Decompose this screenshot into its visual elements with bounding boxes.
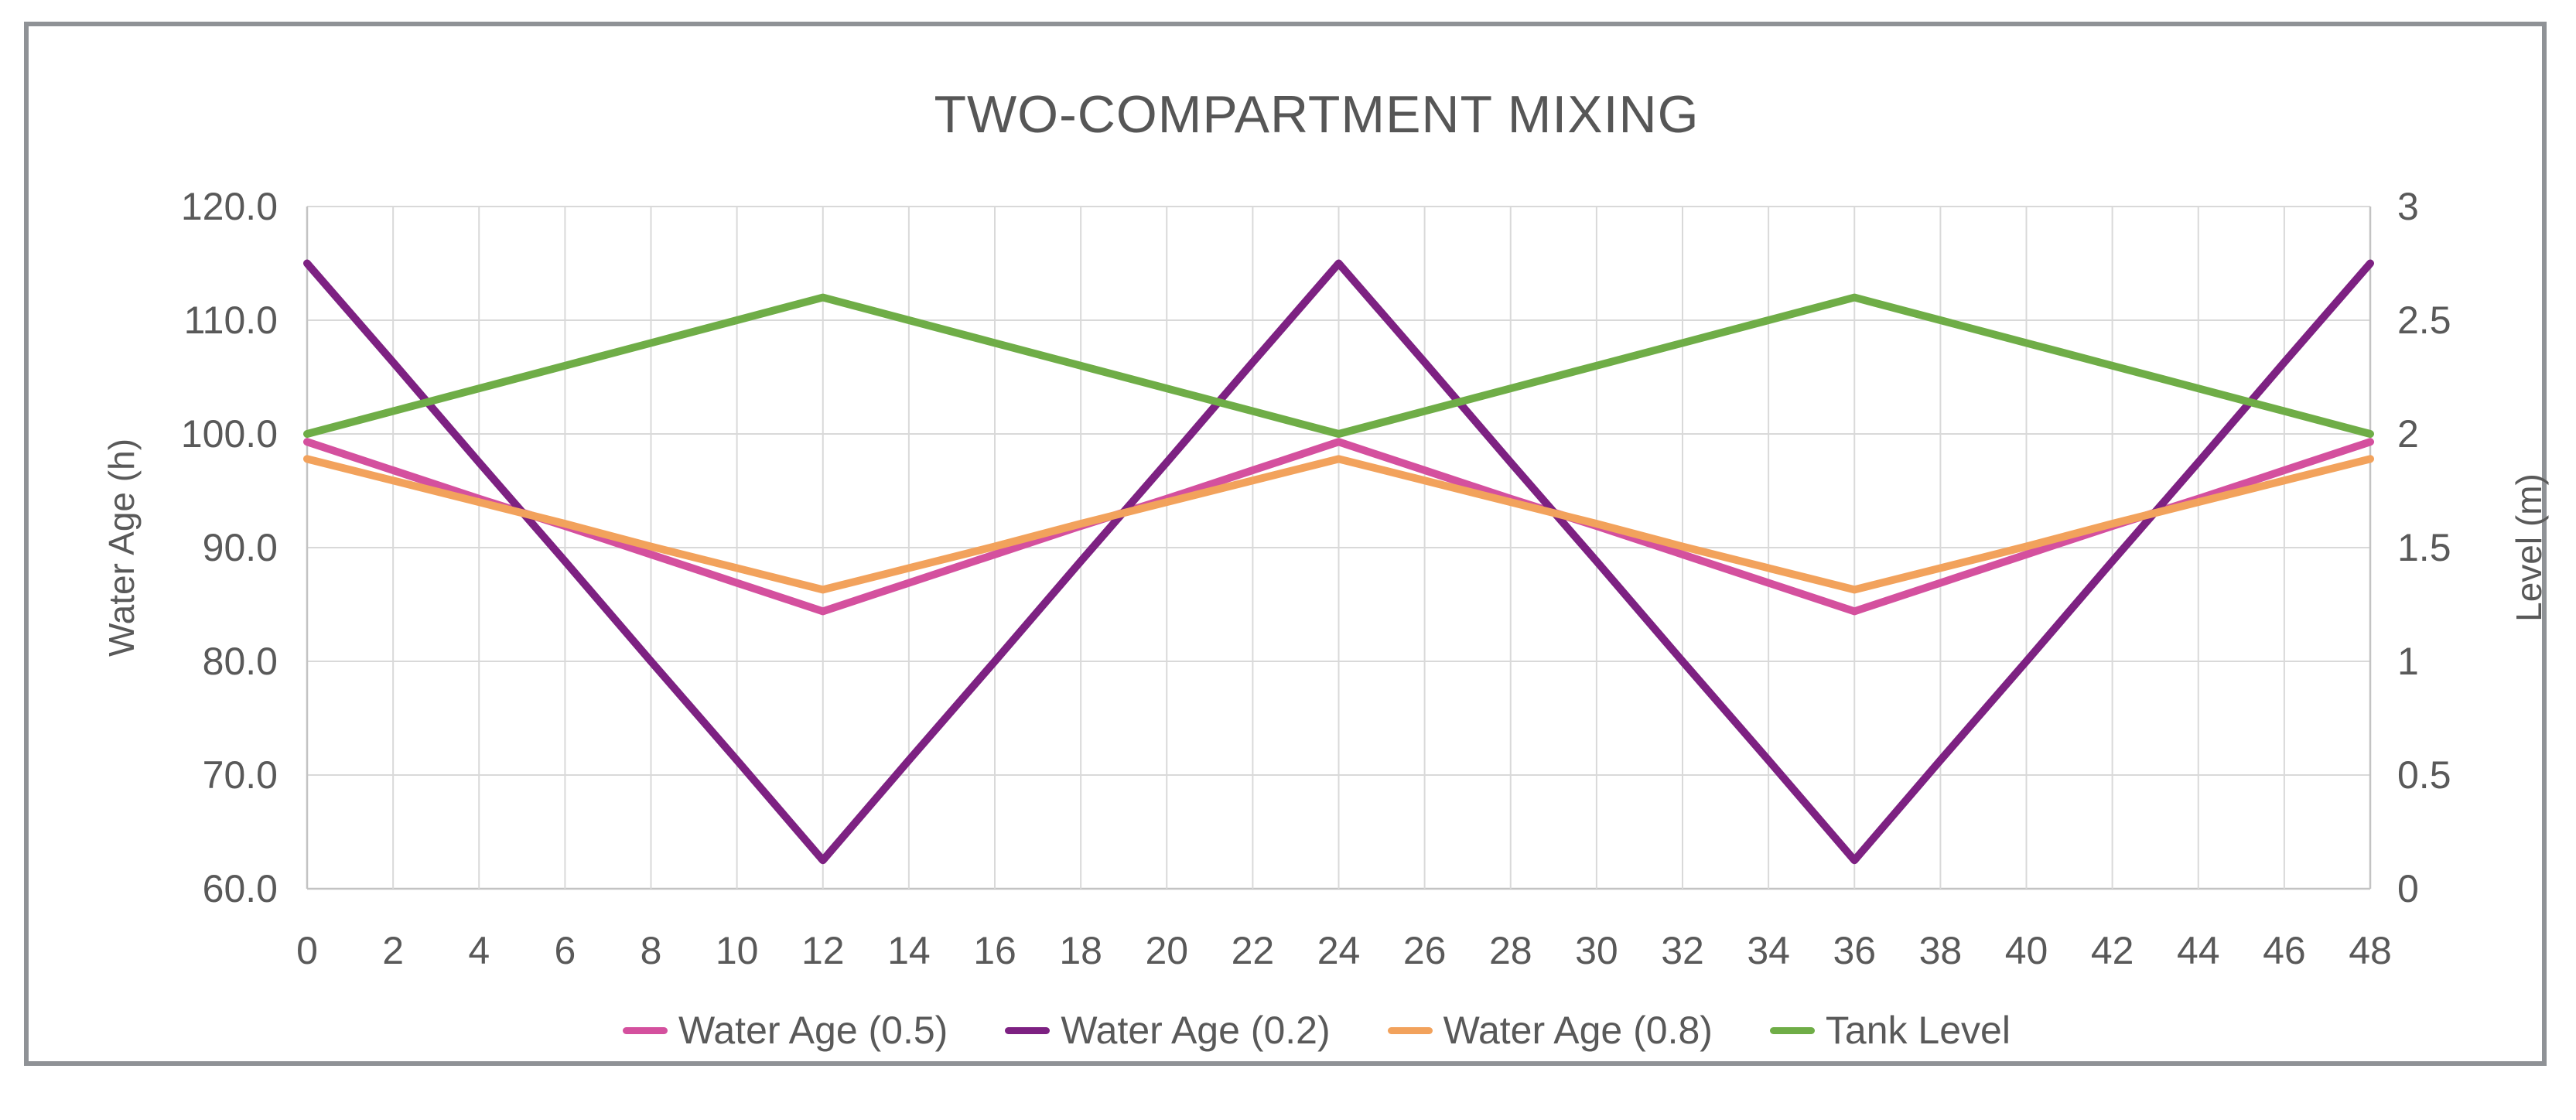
left-axis-tick-label: 110.0 (184, 299, 278, 342)
x-axis-tick-label: 6 (554, 929, 576, 972)
series-line-water-age-0-5[interactable] (303, 438, 2374, 616)
x-axis-tick-label: 10 (716, 929, 759, 972)
right-axis-title: Level (m) (2509, 473, 2549, 622)
legend-item-water-age-0-5[interactable]: Water Age (0.5) (623, 1011, 948, 1050)
x-axis-tick-label: 30 (1575, 929, 1618, 972)
legend-label: Water Age (0.8) (1443, 1009, 1713, 1052)
x-axis-tick-label: 12 (801, 929, 845, 972)
chart-screenshot: { "chart_data": { "type": "line", "title… (24, 22, 2549, 1066)
x-axis-tick-label: 26 (1403, 929, 1447, 972)
x-axis-tick-label: 40 (2005, 929, 2048, 972)
left-axis-tick-label: 80.0 (203, 640, 278, 683)
right-axis-tick-label: 3 (2397, 185, 2419, 228)
x-axis-tick-label: 2 (382, 929, 404, 972)
x-axis-tick-label: 16 (973, 929, 1016, 972)
x-axis-tick-label: 42 (2091, 929, 2134, 972)
x-axis-tick-label: 14 (887, 929, 931, 972)
legend-label: Water Age (0.2) (1061, 1009, 1331, 1052)
x-axis-tick-label: 0 (296, 929, 318, 972)
x-axis-tick-label: 44 (2177, 929, 2220, 972)
left-axis-tick-label: 120.0 (181, 185, 278, 228)
x-axis-tick-label: 28 (1489, 929, 1532, 972)
legend-item-water-age-0-2[interactable]: Water Age (0.2) (1005, 1009, 1331, 1052)
left-axis-tick-label: 60.0 (203, 867, 278, 910)
legend-item-water-age-0-8[interactable]: Water Age (0.8) (1387, 1009, 1713, 1052)
left-axis-tick-label: 100.0 (181, 412, 278, 456)
x-axis-tick-label: 34 (1747, 929, 1790, 972)
chart-frame: TWO-COMPARTMENT MIXING 60.0 70.0 80.0 90.0 1… (24, 22, 2549, 1066)
x-axis-tick-label: 36 (1833, 929, 1876, 972)
chart-title: TWO-COMPARTMENT MIXING (934, 85, 1700, 144)
x-axis-tick-label: 24 (1317, 929, 1361, 972)
left-axis-title: Water Age (h) (101, 438, 142, 657)
legend-label: Water Age (0.5) (678, 1009, 948, 1052)
legend-item-tank-level[interactable]: Tank Level (1769, 1009, 2011, 1052)
legend: Water Age (0.5) Water Age (0.2) Water Age … (29, 1004, 2576, 1057)
x-axis-tick-label: 22 (1232, 929, 1275, 972)
x-axis-tick-label: 46 (2263, 929, 2306, 972)
series-line-water-age-0-8[interactable] (303, 455, 2374, 594)
legend-swatch-icon (1387, 1026, 1433, 1034)
x-axis-tick-label: 48 (2349, 929, 2392, 972)
legend-swatch-icon (623, 1026, 668, 1034)
series-line-water-age-0-2[interactable] (303, 259, 2374, 865)
x-axis-tick-label: 4 (468, 929, 490, 972)
x-axis-tick-label: 8 (641, 929, 662, 972)
legend-label: Tank Level (1825, 1009, 2011, 1052)
left-axis-tick-label: 70.0 (203, 753, 278, 797)
left-axis-tick-label: 90.0 (203, 526, 278, 569)
legend-swatch-icon (1005, 1026, 1051, 1034)
right-axis-tick-label: 0 (2397, 867, 2419, 910)
x-axis-tick-label: 20 (1145, 929, 1188, 972)
plot-area: 60.0 70.0 80.0 90.0 100.0 110.0 120.0 0 0.5 1 1.5 2… (181, 185, 2451, 972)
right-axis-tick-label: 2 (2397, 412, 2419, 456)
x-axis-tick-label: 18 (1059, 929, 1102, 972)
x-axis-tick-label: 38 (1919, 929, 1963, 972)
right-axis-tick-label: 0.5 (2397, 753, 2451, 797)
right-axis-tick-label: 2.5 (2397, 299, 2451, 342)
right-axis-tick-label: 1 (2397, 640, 2419, 683)
right-axis-tick-label: 1.5 (2397, 526, 2451, 569)
series-line-tank-level[interactable] (303, 293, 2374, 438)
legend-swatch-icon (1769, 1026, 1815, 1034)
x-axis-tick-label: 32 (1661, 929, 1704, 972)
